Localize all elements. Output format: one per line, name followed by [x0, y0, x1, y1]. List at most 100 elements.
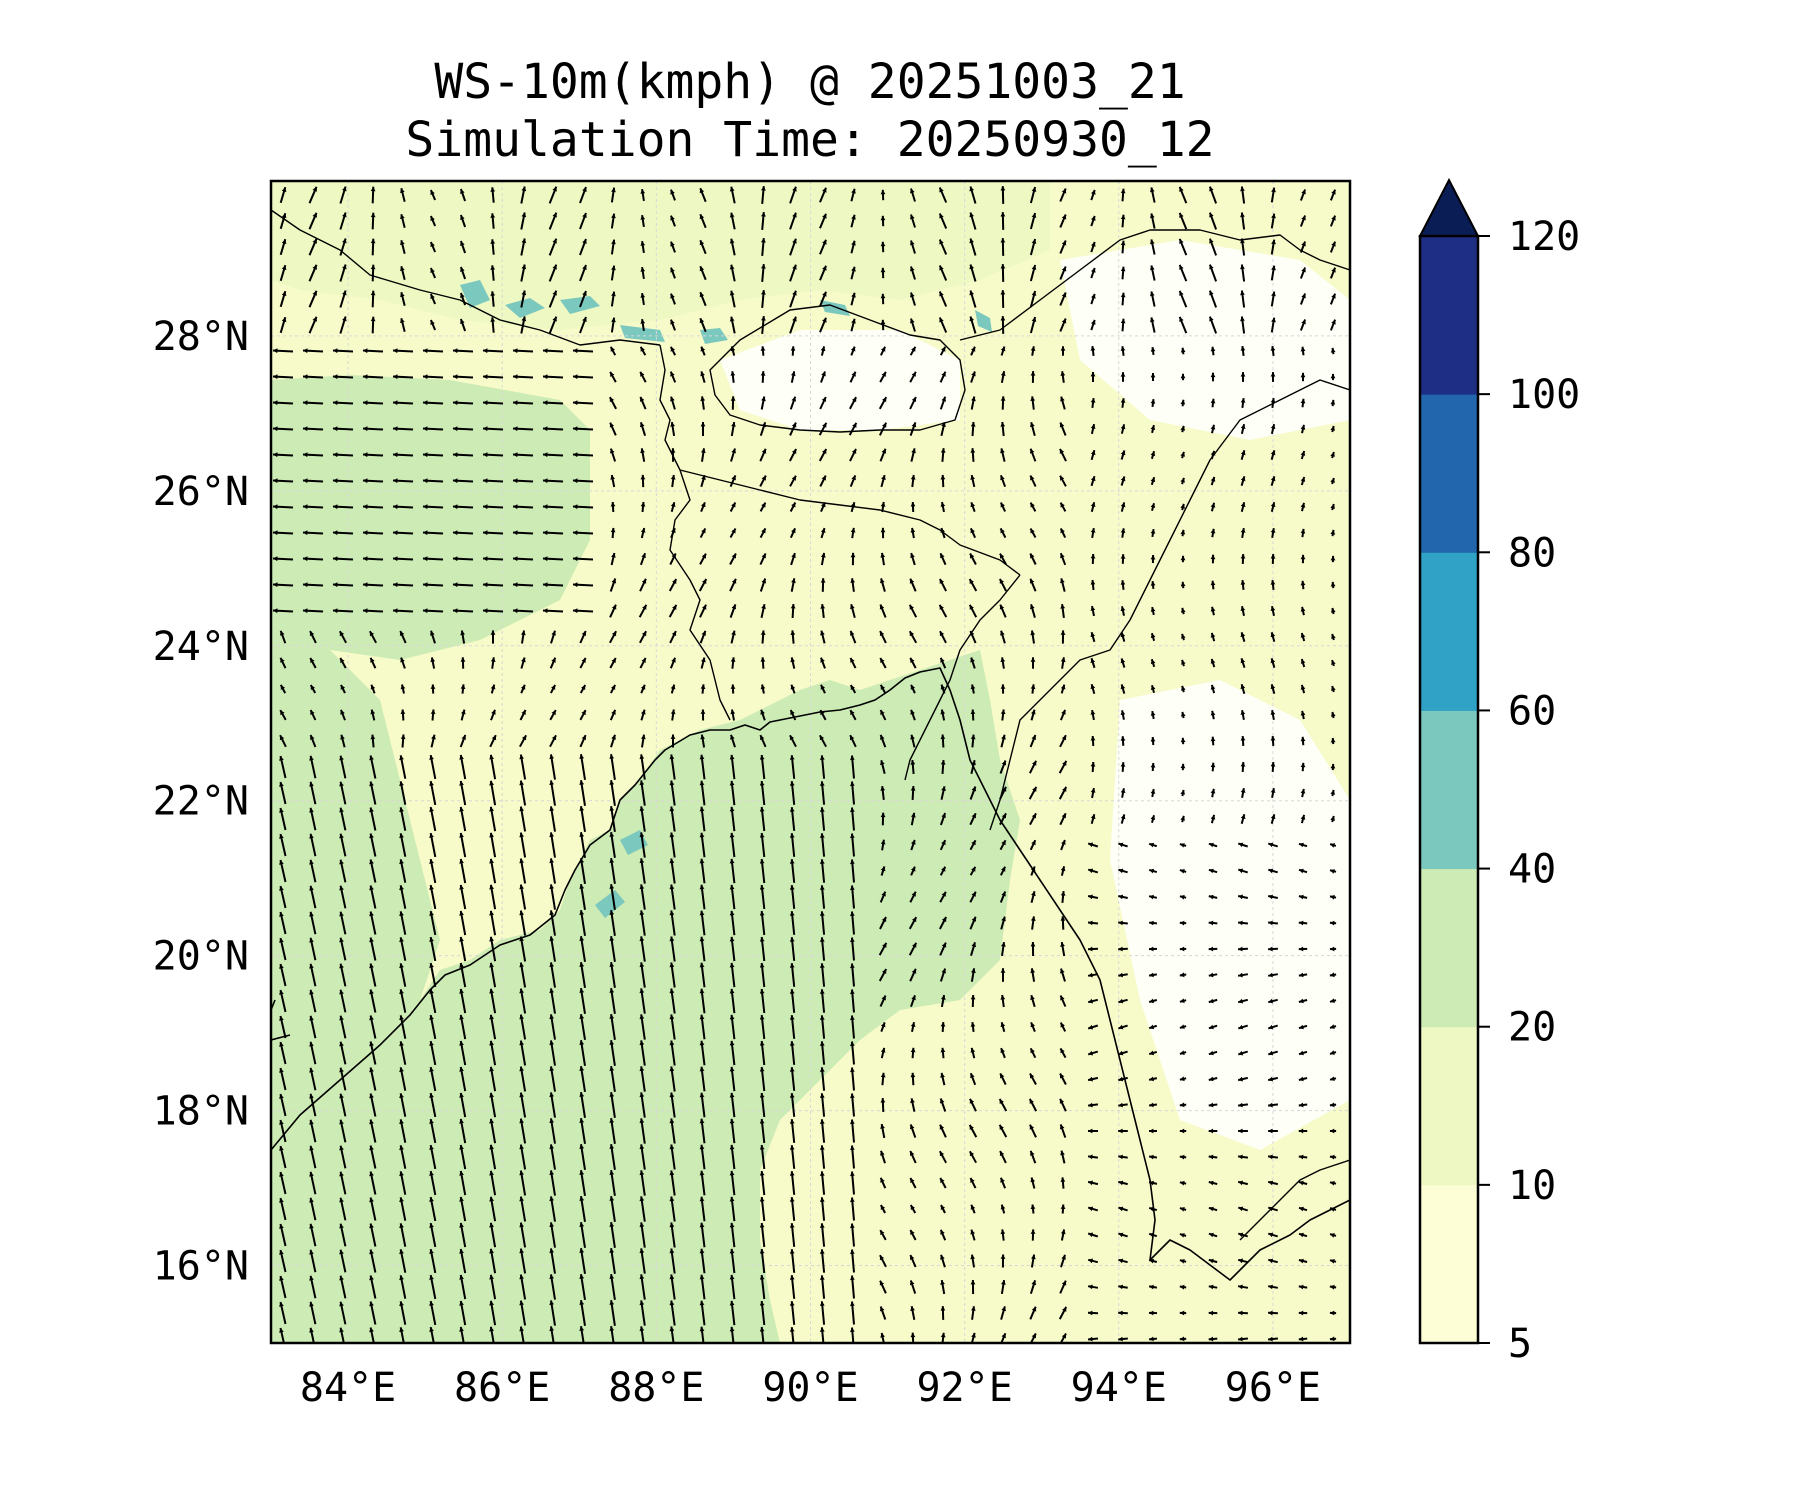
wind-arrow	[789, 1249, 796, 1273]
wind-arrow	[1331, 685, 1336, 693]
wind-arrow	[970, 1229, 976, 1241]
wind-arrow	[542, 348, 564, 354]
wind-arrow	[789, 448, 797, 462]
wind-arrow	[1210, 658, 1216, 668]
wind-arrow	[279, 1249, 287, 1273]
wind-arrow	[1059, 292, 1067, 306]
wind-arrow	[369, 937, 377, 961]
wind-arrow	[910, 1021, 916, 1033]
wind-arrow	[572, 426, 594, 432]
wind-arrow	[370, 186, 376, 204]
wind-arrow	[339, 264, 347, 282]
wind-arrow	[392, 582, 414, 588]
wind-arrow	[1210, 528, 1216, 538]
wind-arrow	[512, 348, 534, 354]
wind-arrow	[610, 239, 616, 255]
wind-arrow	[879, 1306, 887, 1320]
wind-arrow	[482, 374, 504, 380]
wind-arrow	[1000, 396, 1006, 410]
wind-arrow	[910, 1306, 916, 1320]
wind-arrow	[699, 1274, 706, 1300]
wind-arrow	[789, 859, 796, 883]
wind-arrow	[670, 267, 676, 279]
wind-arrow	[332, 530, 354, 536]
wind-arrow	[489, 780, 497, 806]
wind-arrow	[339, 1067, 347, 1091]
wind-arrow	[400, 657, 406, 669]
wind-arrow	[459, 806, 467, 832]
wind-arrow	[939, 1150, 947, 1164]
wind-arrow	[429, 884, 437, 910]
wind-arrow	[909, 371, 917, 383]
wind-arrow	[302, 452, 324, 458]
wind-arrow	[880, 319, 886, 331]
wind-arrow	[519, 884, 527, 910]
wind-arrow	[362, 608, 384, 614]
wind-arrow	[520, 238, 527, 256]
wind-arrow	[308, 264, 318, 282]
wind-arrow	[699, 754, 706, 780]
wind-arrow	[850, 833, 855, 857]
wind-arrow	[308, 290, 318, 308]
wind-arrow	[940, 786, 946, 800]
wind-arrow	[850, 346, 856, 356]
wind-arrow	[639, 1326, 645, 1343]
wind-arrow	[1087, 972, 1099, 978]
wind-arrow	[970, 1047, 976, 1059]
wind-arrow	[1268, 1024, 1278, 1030]
wind-arrow	[1268, 946, 1278, 952]
wind-arrow	[850, 963, 855, 987]
wind-arrow	[309, 657, 317, 669]
wind-arrow	[1270, 658, 1276, 668]
wind-arrow	[339, 212, 347, 230]
wind-arrow	[1180, 581, 1186, 589]
wind-arrow	[1148, 1310, 1158, 1316]
wind-arrow	[1210, 450, 1216, 460]
wind-arrow	[579, 754, 586, 780]
wind-arrow	[572, 374, 594, 380]
wind-arrow	[1029, 290, 1037, 308]
wind-arrow	[482, 608, 504, 614]
wind-arrow	[1179, 843, 1187, 848]
wind-arrow	[1298, 946, 1308, 952]
wind-arrow	[819, 709, 827, 721]
wind-arrow	[850, 1275, 855, 1299]
wind-arrow	[910, 318, 916, 332]
wind-arrow	[939, 942, 947, 956]
wind-arrow	[1090, 683, 1096, 695]
wind-arrow	[1329, 1336, 1337, 1342]
wind-arrow	[729, 604, 737, 618]
wind-arrow	[579, 238, 587, 256]
strong-wind-patch	[975, 310, 992, 332]
wind-arrow	[999, 1177, 1007, 1189]
wind-arrow	[699, 239, 707, 255]
wind-arrow	[1270, 502, 1276, 512]
wind-arrow	[302, 400, 324, 406]
wind-arrow	[1210, 684, 1216, 694]
wind-arrow	[1329, 869, 1337, 874]
wind-arrow	[939, 891, 947, 903]
wind-arrow	[1208, 972, 1218, 978]
wind-arrow	[610, 684, 616, 694]
wind-arrow	[309, 807, 317, 831]
wind-arrow	[1150, 265, 1156, 281]
wind-arrow	[1270, 788, 1276, 798]
wind-arrow	[699, 527, 707, 539]
wind-arrow	[669, 371, 677, 383]
wind-arrow	[820, 552, 826, 566]
wind-arrow	[519, 832, 527, 858]
wind-arrow	[1059, 1124, 1067, 1138]
wind-arrow	[309, 709, 317, 721]
wind-arrow	[730, 421, 736, 437]
wind-arrow	[572, 348, 594, 354]
wind-arrow	[969, 1177, 977, 1189]
wind-arrow	[819, 1327, 825, 1343]
wind-arrow	[609, 422, 617, 436]
wind-arrow	[1087, 868, 1099, 874]
wind-arrow	[699, 630, 707, 644]
wind-arrow	[362, 374, 384, 380]
wind-arrow	[669, 657, 677, 669]
wind-arrow	[1059, 527, 1067, 539]
wind-arrow	[699, 1248, 706, 1274]
y-tick-label: 16°N	[153, 1244, 249, 1290]
